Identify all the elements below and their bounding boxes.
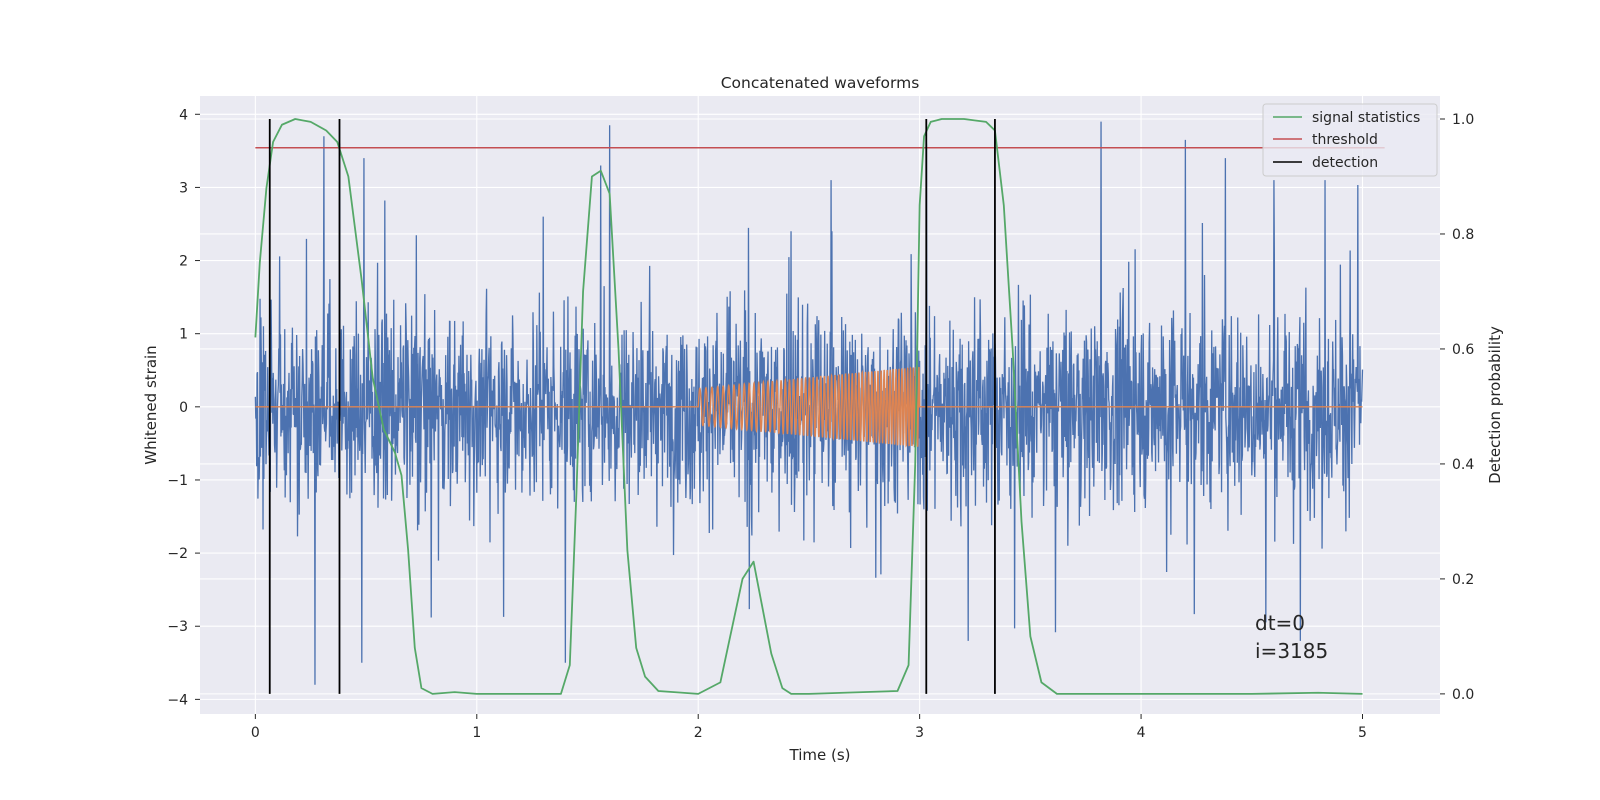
x-tick-label: 4	[1137, 725, 1146, 741]
legend-frame	[1262, 103, 1438, 177]
annotation-box: dt=0 i=3185	[1255, 611, 1328, 663]
y-tick-label: −2	[167, 546, 188, 562]
y-tick-label: −4	[167, 692, 188, 708]
annotation-dt: dt=0	[1255, 611, 1305, 635]
strain-series-line	[254, 121, 1364, 685]
x-tick-label: 1	[472, 725, 481, 741]
legend-label-detection: detection	[1312, 155, 1378, 171]
y2-tick-label: 0.6	[1452, 342, 1474, 358]
y-axis-ticks: −4 −3 −2 −1 0 1 2 3 4	[167, 107, 200, 708]
y-tick-label: 1	[179, 327, 188, 343]
legend-label-threshold: threshold	[1312, 132, 1378, 148]
y-tick-label: −3	[167, 619, 188, 635]
y2-tick-label: 0.8	[1452, 227, 1474, 243]
x-tick-label: 0	[251, 725, 260, 741]
y-tick-label: −1	[167, 473, 188, 489]
legend: signal statistics threshold detection	[1262, 103, 1438, 177]
signal-statistics-line	[254, 118, 1363, 695]
legend-label-signal-statistics: signal statistics	[1312, 110, 1420, 126]
x-tick-label: 5	[1358, 725, 1367, 741]
x-tick-label: 2	[694, 725, 703, 741]
y2-axis-title: Detection probability	[1486, 326, 1504, 484]
y2-tick-label: 1.0	[1452, 112, 1474, 128]
y-tick-label: 2	[179, 254, 188, 270]
x-tick-label: 3	[915, 725, 924, 741]
y2-tick-label: 0.4	[1452, 457, 1474, 473]
y2-axis-ticks: 0.0 0.2 0.4 0.6 0.8 1.0	[1440, 112, 1474, 703]
y-axis-title: Whitened strain	[142, 345, 160, 464]
y-tick-label: 0	[179, 400, 188, 416]
annotation-index: i=3185	[1255, 639, 1328, 663]
y-tick-label: 3	[179, 180, 188, 196]
y2-tick-label: 0.2	[1452, 572, 1474, 588]
y-tick-label: 4	[179, 107, 188, 123]
chart-title: Concatenated waveforms	[721, 74, 920, 92]
template-series-line	[255, 366, 1363, 448]
y2-tick-label: 0.0	[1452, 687, 1474, 703]
x-axis-ticks: 0 1 2 3 4 5	[251, 714, 1367, 741]
x-axis-title: Time (s)	[789, 746, 851, 764]
series-layer	[254, 118, 1385, 695]
